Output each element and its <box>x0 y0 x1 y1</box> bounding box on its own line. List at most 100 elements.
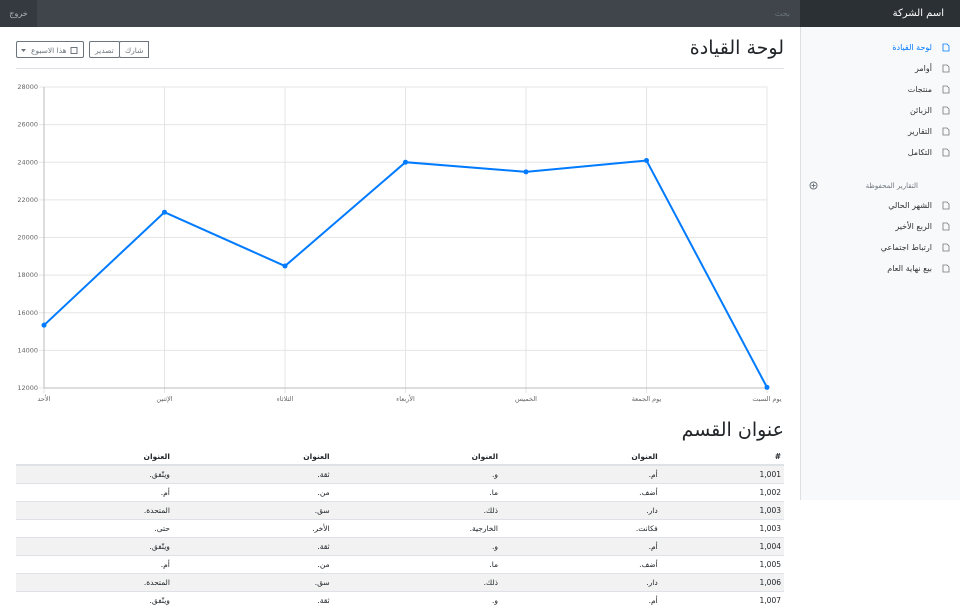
x-tick-label: الثلاثاء <box>277 395 294 403</box>
x-tick-label: الإثنين <box>156 395 172 403</box>
table-cell: ويتّفق. <box>16 465 173 484</box>
nav-item[interactable]: منتجات <box>800 79 960 100</box>
icon-shape <box>943 265 949 272</box>
nav-icon <box>942 106 950 115</box>
table-header-cell: العنوان <box>173 448 333 465</box>
y-tick-label: 16000 <box>17 309 38 317</box>
saved-item[interactable]: الربع الأخير <box>800 216 960 237</box>
x-tick-label: الأربعاء <box>396 394 415 403</box>
nav-icon <box>942 43 950 52</box>
y-tick-label: 14000 <box>17 346 38 354</box>
icon-shape <box>943 149 949 156</box>
caret-icon <box>21 48 27 54</box>
table-header-cell: العنوان <box>16 448 173 465</box>
nav-icon <box>942 222 950 231</box>
table-cell: أم. <box>501 592 661 609</box>
table-cell: 1,003 <box>661 502 784 520</box>
export-button[interactable]: تصدير <box>89 41 120 58</box>
y-tick-label: 24000 <box>17 158 38 166</box>
nav-icon <box>942 127 950 136</box>
table-cell: و. <box>333 538 501 556</box>
table-cell: ويتّفق. <box>16 592 173 609</box>
period-text: هذا الاسبوع <box>31 46 67 55</box>
table-cell: 1,003 <box>661 520 784 538</box>
saved-item[interactable]: ارتباط اجتماعي <box>800 237 960 258</box>
nav-icon <box>942 243 950 252</box>
nav-item[interactable]: التكامل <box>800 142 960 163</box>
point <box>644 158 649 163</box>
table-cell: ويتّفق. <box>16 538 173 556</box>
table-cell: 1,001 <box>661 465 784 484</box>
icon-shape <box>943 128 949 135</box>
table-cell: ما. <box>333 556 501 574</box>
table-cell: ذلك. <box>333 502 501 520</box>
nav-item[interactable]: التقارير <box>800 121 960 142</box>
saved-item-text: بيع نهاية العام <box>887 264 932 273</box>
y-tick-label: 18000 <box>17 271 38 279</box>
x-tick-label: يوم الجمعة <box>632 395 662 403</box>
section-title: عنوان القسم <box>682 419 784 441</box>
nav-item-text: الزبائن <box>910 106 932 115</box>
nav-item[interactable]: أوامر <box>800 58 960 79</box>
page-title: لوحة القيادة <box>690 37 784 59</box>
x-tick-label: الأحد <box>38 394 51 403</box>
table-cell: فكانت. <box>501 520 661 538</box>
point <box>524 169 529 174</box>
icon-shape <box>943 86 949 93</box>
nav-icon <box>942 64 950 73</box>
search-input[interactable]: بحث <box>37 0 800 27</box>
table-cell: ذلك. <box>333 574 501 592</box>
point <box>162 210 167 215</box>
y-tick-label: 26000 <box>17 121 38 129</box>
add-icon[interactable] <box>809 181 818 190</box>
table-cell: أم. <box>16 484 173 502</box>
icon-shape <box>943 244 949 251</box>
nav-item[interactable]: الزبائن <box>800 100 960 121</box>
table-cell: المتحدة. <box>16 574 173 592</box>
table-header-cell: العنوان <box>501 448 661 465</box>
table-cell: من. <box>173 484 333 502</box>
table-cell: حتى. <box>16 520 173 538</box>
table-cell: 1,002 <box>661 484 784 502</box>
table-cell: سق. <box>173 502 333 520</box>
nav-icon <box>942 85 950 94</box>
share-button[interactable]: شارك <box>119 41 149 58</box>
brand[interactable]: اسم الشركة <box>800 0 960 27</box>
signout-link[interactable]: خروج <box>0 0 37 27</box>
nav-item-text: منتجات <box>908 85 932 94</box>
table-cell: أم. <box>16 556 173 574</box>
saved-item[interactable]: الشهر الحالي <box>800 195 960 216</box>
icon-shape <box>943 44 949 51</box>
table-cell: أضف. <box>501 556 661 574</box>
table-cell: أم. <box>501 538 661 556</box>
x-tick-label: الخميس <box>515 395 537 403</box>
table-cell: من. <box>173 556 333 574</box>
icon-shape <box>943 202 949 209</box>
saved-item[interactable]: بيع نهاية العام <box>800 258 960 279</box>
table-cell: ثقة. <box>173 538 333 556</box>
saved-item-text: الربع الأخير <box>895 222 932 231</box>
saved-item-text: الشهر الحالي <box>888 201 932 210</box>
point <box>403 160 408 165</box>
nav-item[interactable]: لوحة القيادة <box>800 37 960 58</box>
table-cell: ما. <box>333 484 501 502</box>
chart: 1200014000160001800020000220002400026000… <box>16 78 784 408</box>
nav-icon <box>942 201 950 210</box>
table-cell: الأخر. <box>173 520 333 538</box>
table-cell: ثقة. <box>173 592 333 609</box>
period-button[interactable]: هذا الاسبوع <box>16 41 84 58</box>
table-cell: أم. <box>501 465 661 484</box>
nav-icon <box>942 264 950 273</box>
table-cell: الخارجية. <box>333 520 501 538</box>
